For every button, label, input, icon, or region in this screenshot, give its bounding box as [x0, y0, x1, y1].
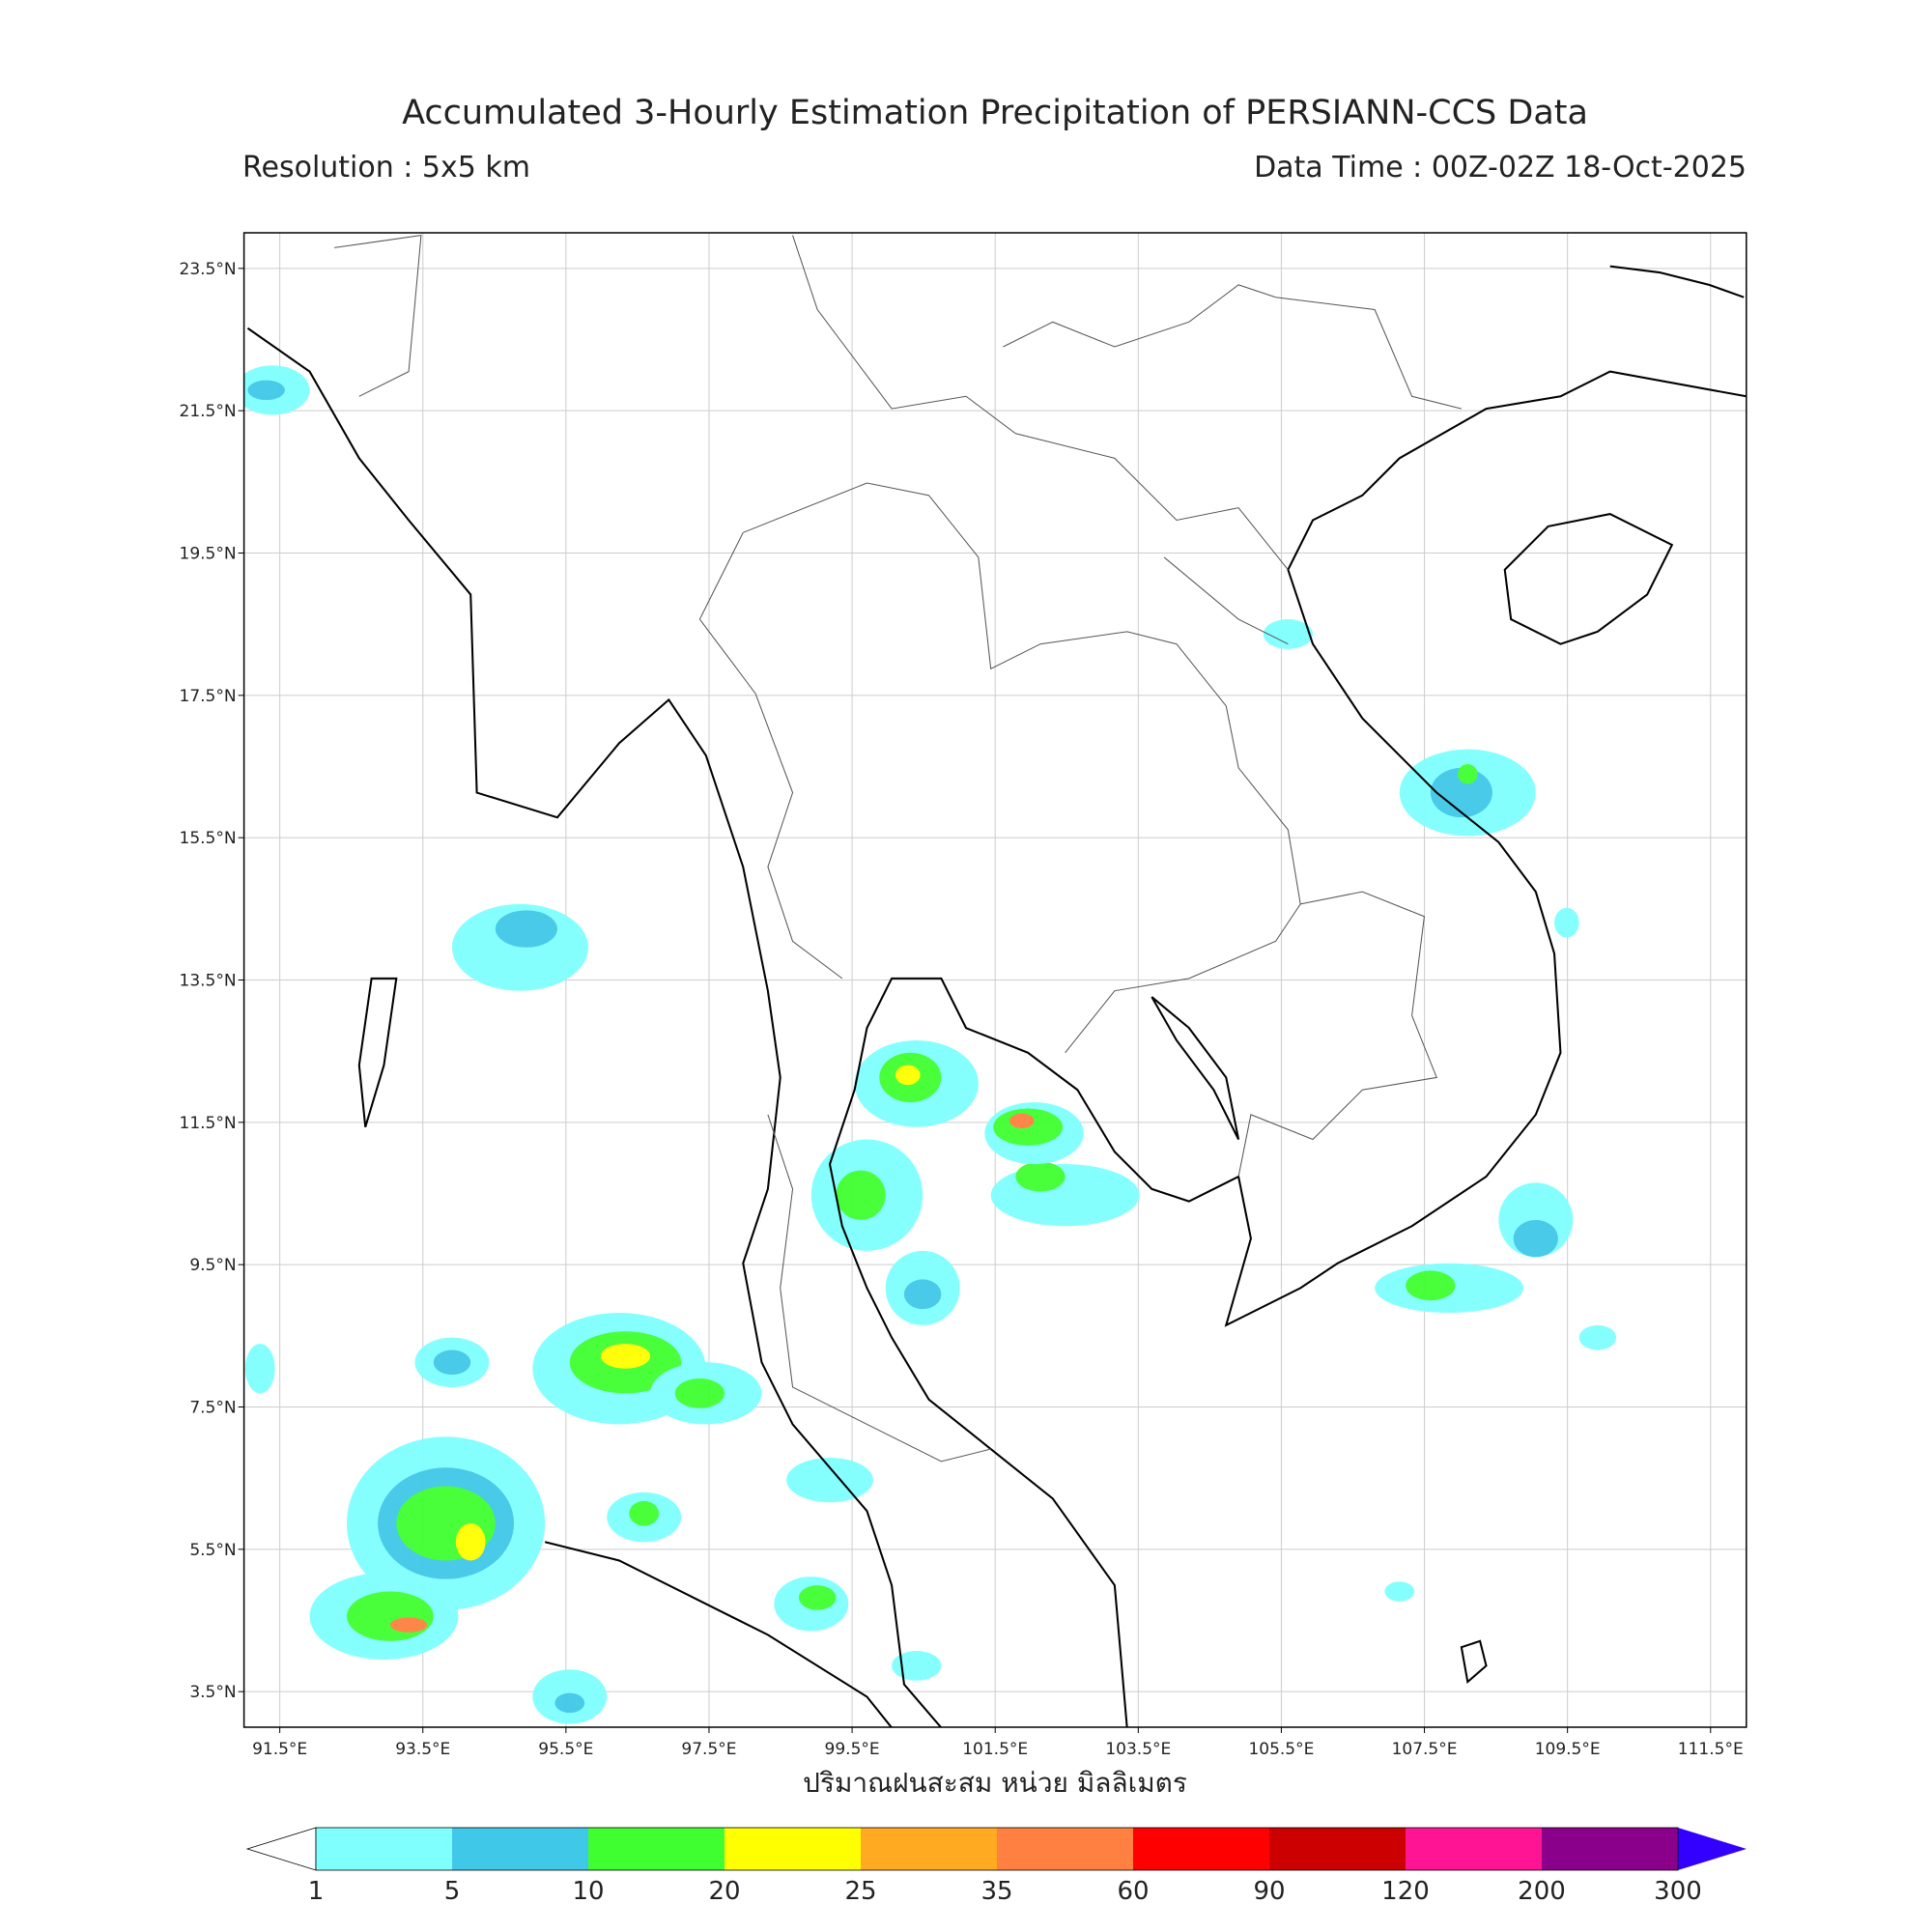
lat-tick-label: 9.5°N: [189, 1256, 236, 1275]
lon-tick-label: 107.5°E: [1392, 1740, 1458, 1759]
colorbar-label: 5: [444, 1877, 461, 1906]
colorbar-label: 10: [572, 1877, 604, 1906]
lon-tick-label: 105.5°E: [1248, 1740, 1314, 1759]
lat-tick-label: 21.5°N: [180, 402, 237, 421]
x-label: ปริมาณฝนสะสม หน่วย มิลลิเมตร: [803, 1767, 1187, 1799]
colorbar-box: [1133, 1828, 1269, 1870]
lon-tick-label: 95.5°E: [538, 1740, 593, 1759]
lat-tick-label: 7.5°N: [189, 1399, 236, 1418]
lon-tick-label: 91.5°E: [252, 1740, 307, 1759]
lon-tick-label: 103.5°E: [1105, 1740, 1171, 1759]
resolution: Resolution : 5x5 km: [242, 151, 530, 185]
colorbar-outline: [315, 1827, 1679, 1871]
colorbar-label: 25: [844, 1877, 876, 1906]
lat-tick-label: 13.5°N: [180, 972, 237, 991]
colorbar-box: [1269, 1828, 1406, 1870]
lat-tick-label: 11.5°N: [180, 1114, 237, 1133]
colorbar-label: 35: [980, 1877, 1012, 1906]
borders: [334, 234, 1463, 1463]
coastlines: [246, 265, 1747, 1727]
lon-tick-label: 111.5°E: [1678, 1740, 1744, 1759]
colorbar-box: [724, 1828, 861, 1870]
colorbar-box: [1406, 1828, 1542, 1870]
colorbar-label: 120: [1381, 1877, 1430, 1906]
lat-tick-label: 17.5°N: [180, 687, 237, 706]
colorbar: 1 5 10 20 25 35 60 90 120 200 300: [245, 1827, 1747, 1906]
colorbar-label: 60: [1117, 1877, 1149, 1906]
lon-tick-label: 99.5°E: [825, 1740, 880, 1759]
lat-tick-label: 15.5°N: [180, 829, 237, 848]
colorbar-box: [861, 1828, 997, 1870]
colorbar-box: [316, 1828, 452, 1870]
colorbar-box: [1542, 1828, 1678, 1870]
map-layer: [243, 234, 1747, 1727]
title: Accumulated 3-Hourly Estimation Precipit…: [402, 94, 1588, 132]
colorbar-label: 200: [1518, 1877, 1566, 1906]
colorbar-box: [997, 1828, 1133, 1870]
colorbar-under: [245, 1827, 317, 1871]
lat-tick-label: 3.5°N: [189, 1683, 236, 1702]
data-time: Data Time : 00Z-02Z 18-Oct-2025: [1254, 151, 1747, 185]
colorbar-label: 20: [708, 1877, 740, 1906]
colorbar-box: [452, 1828, 588, 1870]
lat-tick-label: 23.5°N: [180, 260, 237, 279]
precipitation: [243, 234, 1747, 1727]
colorbar-label: 1: [308, 1877, 325, 1906]
lat-tick-label: 5.5°N: [189, 1541, 236, 1560]
colorbar-label: 300: [1654, 1877, 1702, 1906]
colorbar-over: [1678, 1828, 1747, 1870]
lon-tick-label: 101.5°E: [962, 1740, 1028, 1759]
lat-tick-label: 19.5°N: [180, 545, 237, 564]
lon-tick-label: 93.5°E: [395, 1740, 450, 1759]
lon-tick-label: 97.5°E: [681, 1740, 736, 1759]
colorbar-box: [588, 1828, 724, 1870]
lon-tick-label: 109.5°E: [1535, 1740, 1601, 1759]
colorbar-label: 90: [1253, 1877, 1285, 1906]
